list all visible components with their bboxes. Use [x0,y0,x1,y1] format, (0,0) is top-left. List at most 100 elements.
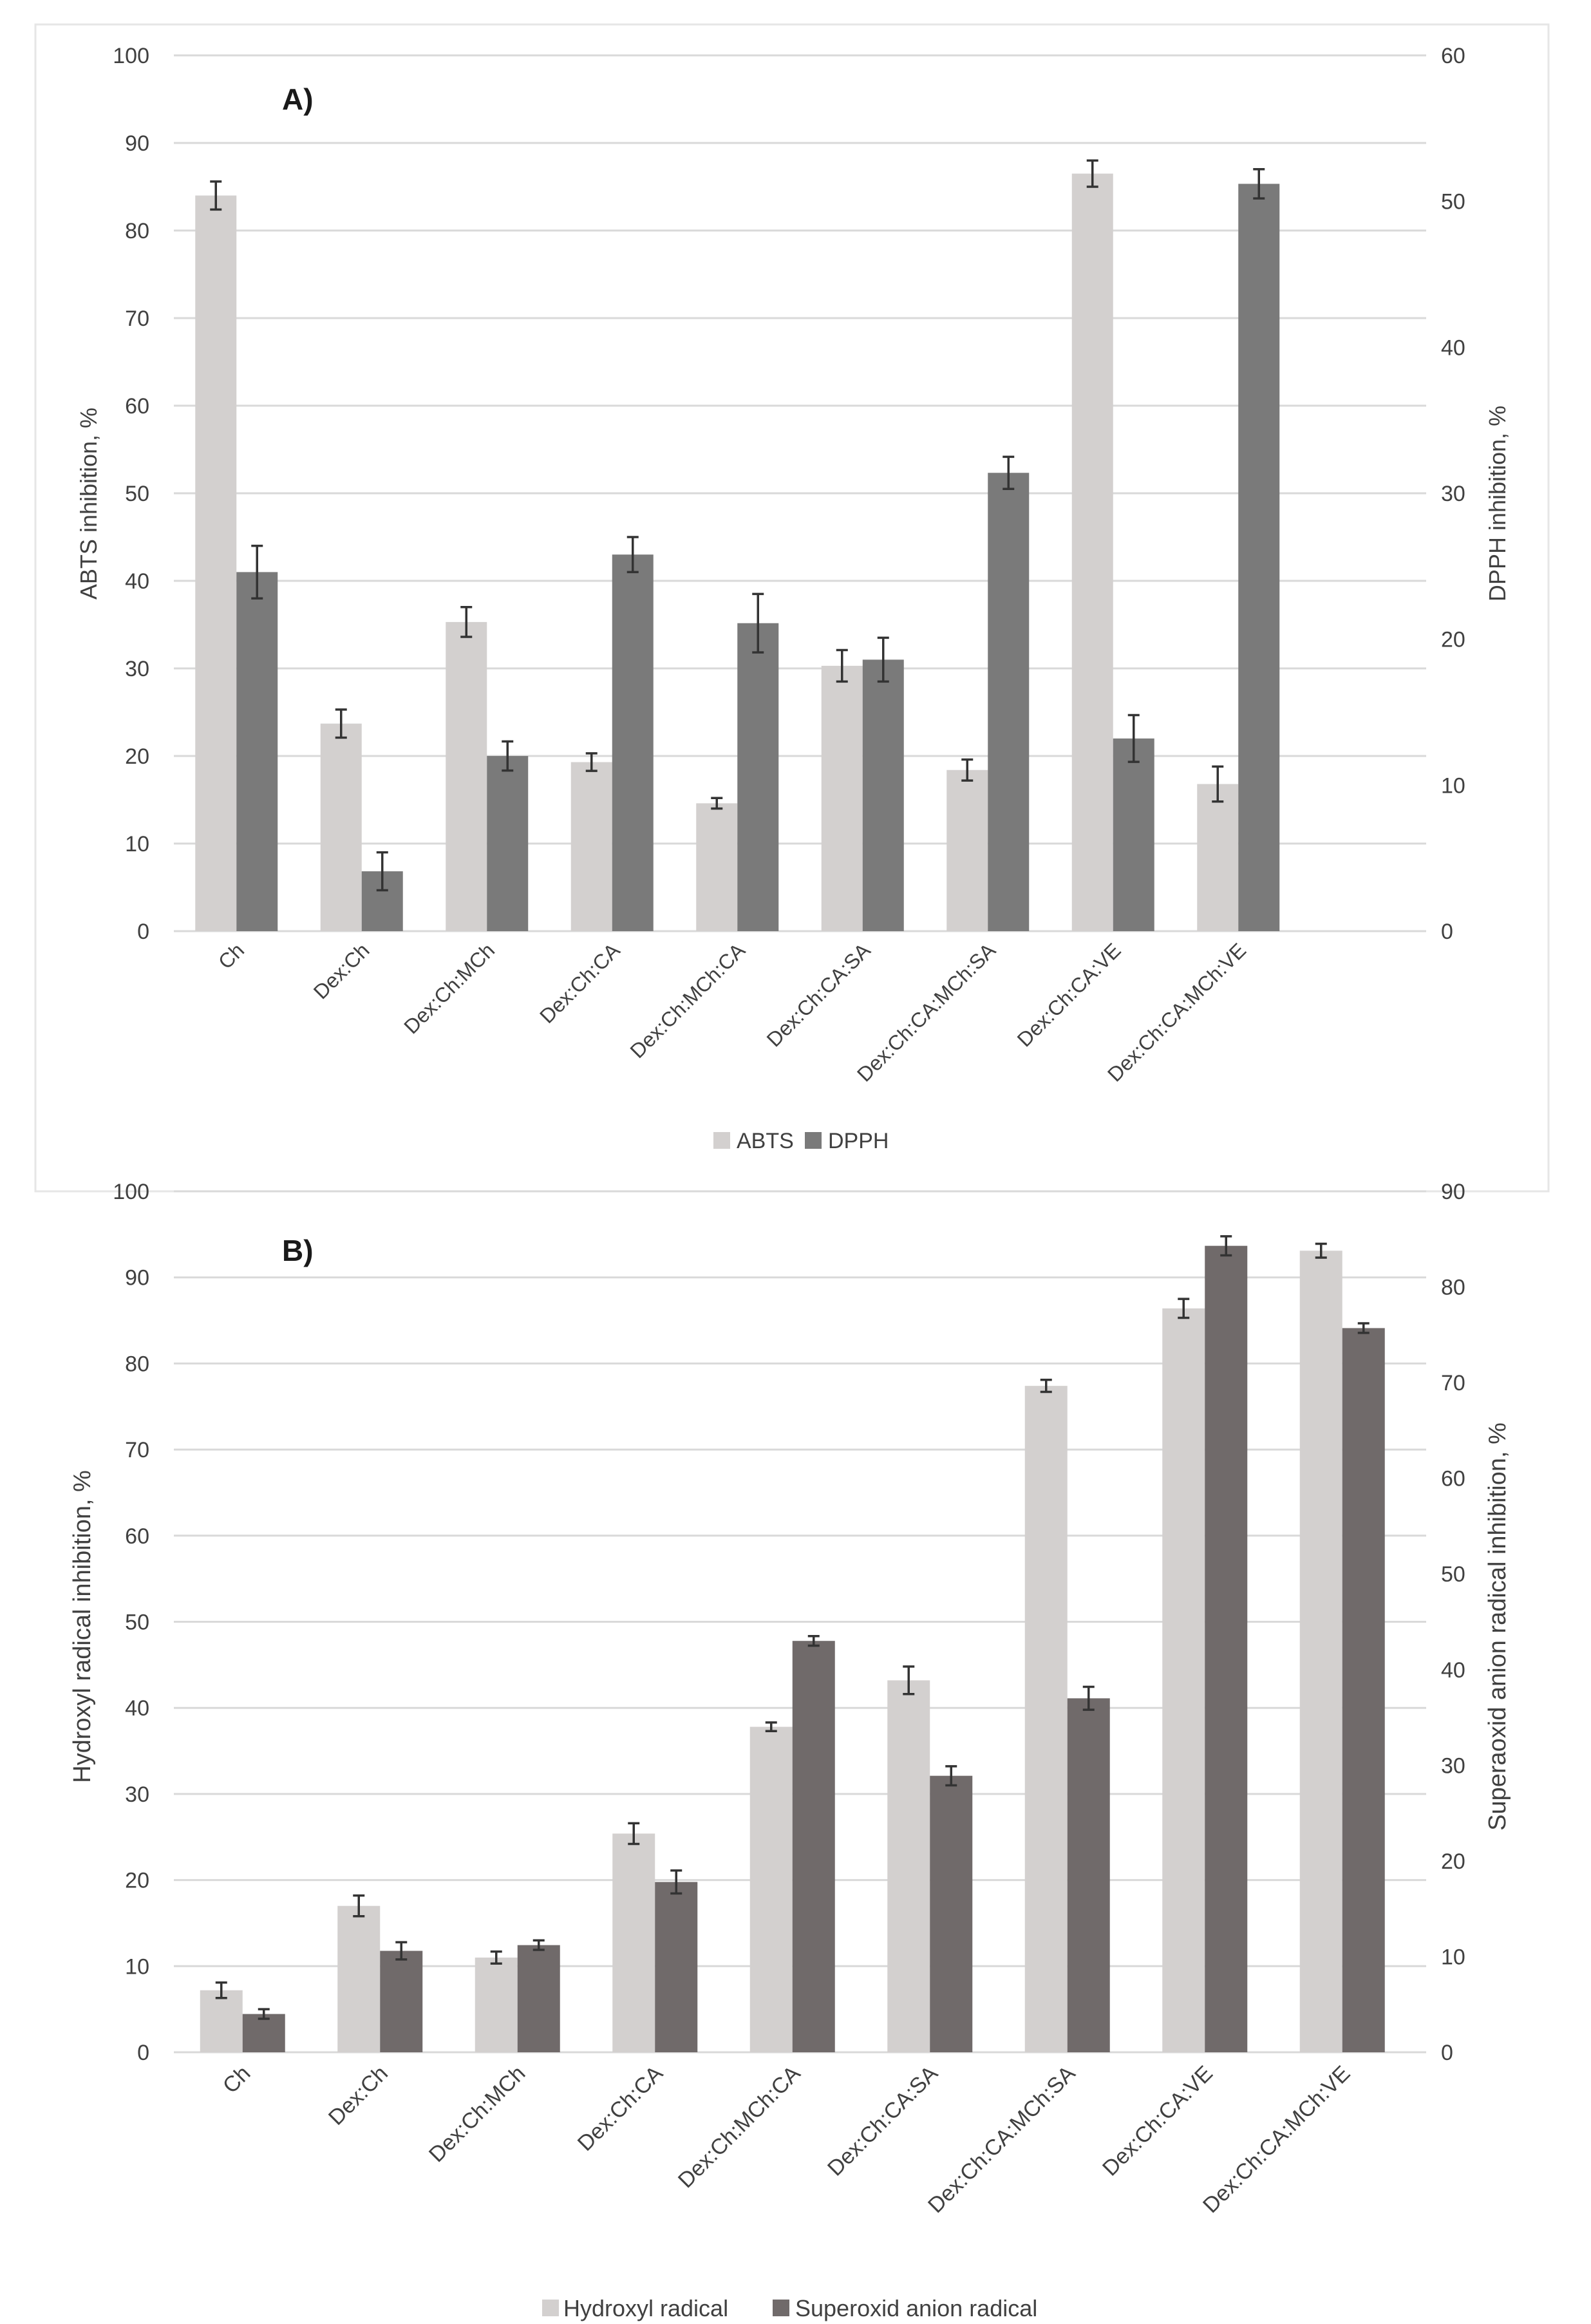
bar-abts-7 [1071,173,1113,932]
legend-swatch-dpph [805,1132,822,1149]
error-bar [395,1941,408,1961]
error-bar [836,648,848,683]
bar-superoxid-anion-radical-3 [655,1882,698,2052]
right-tick-label: 80 [1441,1276,1465,1300]
left-tick-label: 100 [113,44,149,68]
error-bar [670,1869,683,1895]
right-tick-label: 10 [1441,773,1465,798]
legend-swatch-hydroxyl [542,2300,559,2316]
right-tick-label: 0 [1441,2041,1453,2065]
bar-abts-5 [821,665,863,931]
error-bar [502,740,514,772]
bar-superoxid-anion-radical-1 [380,1951,423,2052]
chart-a-legend: ABTS DPPH [713,1129,889,1153]
error-bar [945,1765,957,1787]
left-tick-label: 90 [125,131,149,156]
bar-hydroxyl-radical-0 [200,1990,243,2052]
error-bar [1178,1298,1190,1319]
bar-hydroxyl-radical-3 [612,1833,655,2052]
error-bar [585,752,598,772]
error-bar [961,758,974,782]
bar-superoxid-anion-radical-2 [517,1945,560,2052]
bar-abts-0 [195,195,237,932]
right-tick-label: 40 [1441,335,1465,360]
error-bar [460,606,473,638]
chart-a-category-labels: Ch Dex:Ch Dex:Ch:MCh Dex:Ch:CA Dex:Ch:MCh:CA… [214,938,1250,1086]
left-tick-label: 30 [125,657,149,681]
bar-dpph-5 [862,659,904,931]
legend-label-hydroxyl: Hydroxyl radical [563,2295,728,2321]
category-label: Dex:Ch:CA:SA [762,938,876,1052]
chart-a: 0 10 20 30 40 50 60 70 80 90 100 0 10 20 30 40 50 60 Ch D… [34,23,1550,1193]
left-tick-label: 100 [113,1180,149,1204]
right-tick-label: 30 [1441,482,1465,506]
right-tick-label: 10 [1441,1945,1465,1969]
category-label: Dex:Ch:CA:MCh:VE [1198,2061,1355,2218]
right-tick-label: 20 [1441,628,1465,652]
error-bar [807,1635,820,1647]
error-bar [1357,1322,1370,1334]
right-tick-label: 60 [1441,44,1465,68]
category-label: Dex:Ch:CA:VE [1013,938,1125,1051]
category-label: Dex:Ch:CA:MCh:SA [852,938,1001,1086]
bar-superoxid-anion-radical-4 [792,1641,835,2052]
bar-superoxid-anion-radical-0 [242,2014,285,2052]
error-bar [1212,765,1224,803]
bar-abts-6 [946,770,988,931]
bar-abts-8 [1197,784,1239,931]
legend-label-abts: ABTS [737,1129,794,1153]
bar-superoxid-anion-radical-5 [930,1775,973,2052]
error-bar [752,592,764,654]
error-bar [877,636,889,683]
error-bar [1082,1685,1095,1711]
category-label: Dex:Ch [324,2061,393,2130]
chart-b-title: B) [282,1234,314,1267]
bar-superoxid-anion-radical-7 [1205,1245,1248,2052]
bar-abts-2 [446,621,487,931]
bar-hydroxyl-radical-7 [1162,1308,1205,2052]
legend-swatch-abts [713,1132,730,1149]
category-label: Dex:Ch:CA [573,2061,668,2156]
category-label: Ch [214,938,249,973]
bar-hydroxyl-radical-8 [1299,1251,1342,2052]
category-label: Dex:Ch:MCh:CA [626,938,750,1063]
right-tick-label: 90 [1441,1180,1465,1204]
left-tick-label: 60 [125,1524,149,1549]
chart-b-left-ticks: 0 10 20 30 40 50 60 70 80 90 100 [113,1180,149,2065]
chart-b-ylabel: Hydroxyl radical inhibition, % [69,1470,96,1783]
error-bar [490,1950,502,1965]
left-tick-label: 60 [125,394,149,419]
right-tick-label: 40 [1441,1658,1465,1683]
chart-b: 0 10 20 30 40 50 60 70 80 90 100 0 10 20 30 40 50 60 70 80… [69,1180,1511,2321]
bar-abts-3 [570,762,612,931]
right-tick-label: 60 [1441,1467,1465,1491]
legend-swatch-superoxid [773,2300,789,2316]
category-label: Ch [218,2061,256,2099]
chart-a-y2label: DPPH inhibition, % [1484,406,1511,601]
left-tick-label: 50 [125,1611,149,1635]
chart-a-ylabel: ABTS inhibition, % [75,408,102,600]
legend-label-dpph: DPPH [828,1129,889,1153]
chart-b-category-labels: Ch Dex:Ch Dex:Ch:MCh Dex:Ch:CA Dex:Ch:MCh:CA… [218,2061,1355,2218]
error-bar [258,2008,270,2020]
left-tick-label: 50 [125,482,149,506]
right-tick-label: 70 [1441,1371,1465,1395]
category-label: Dex:Ch:CA:MCh:SA [923,2061,1080,2218]
chart-b-bars [200,1235,1385,2052]
bar-hydroxyl-radical-4 [749,1726,793,2052]
category-label: Dex:Ch:CA [535,938,625,1028]
left-tick-label: 10 [125,832,149,856]
error-bar [1315,1242,1327,1259]
error-bar [251,544,263,600]
error-bar [215,1981,227,1999]
category-label: Dex:Ch:MCh:CA [673,2061,805,2193]
bar-hydroxyl-radical-6 [1024,1386,1068,2052]
right-tick-label: 30 [1441,1753,1465,1778]
error-bar [626,536,639,574]
left-tick-label: 80 [125,1352,149,1376]
category-label: Dex:Ch:MCh [424,2061,530,2167]
error-bar [532,1939,545,1951]
category-label: Dex:Ch [309,938,374,1003]
bar-hydroxyl-radical-1 [337,1905,381,2052]
error-bar [353,1894,365,1918]
